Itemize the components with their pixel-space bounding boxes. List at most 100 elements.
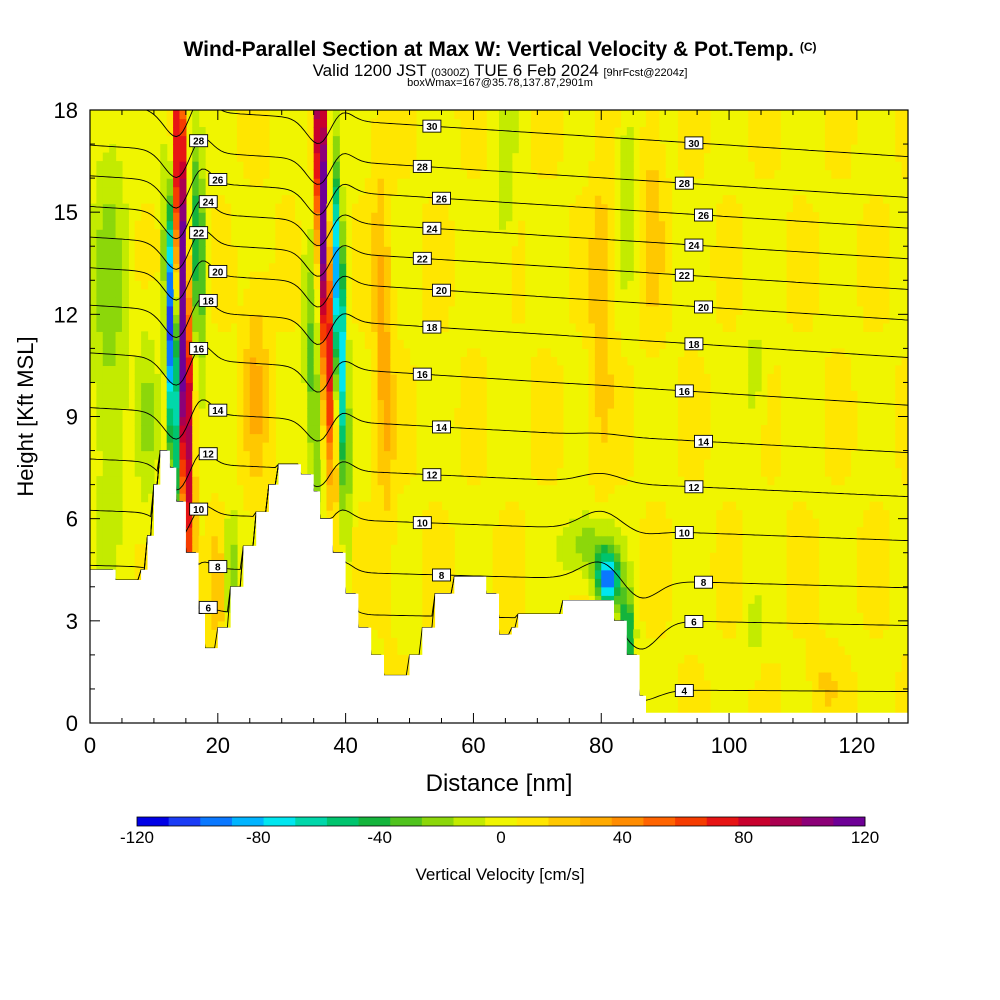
colorbar-swatch — [738, 817, 771, 826]
colorbar-swatch — [358, 817, 391, 826]
isentrope-label-bg — [422, 320, 442, 334]
colorbar-swatch — [833, 817, 866, 826]
y-tick-label: 6 — [66, 507, 78, 532]
colorbar-frame — [136, 816, 866, 827]
x-tick-label: 20 — [206, 733, 230, 758]
isentrope-label-bg — [208, 403, 228, 417]
colorbar-tick-label: -40 — [367, 828, 392, 847]
isentrope-label-bg — [198, 600, 218, 614]
isentrope-label: 22 — [679, 271, 691, 282]
isentrope-label: 26 — [698, 211, 710, 222]
isentrope-label: 24 — [426, 224, 438, 235]
colorbar-swatch — [580, 817, 613, 826]
isentrope-label: 12 — [203, 450, 215, 461]
colorbar-swatch — [263, 817, 296, 826]
colorbar-swatch — [168, 817, 201, 826]
isentrope-label: 12 — [688, 483, 700, 494]
colorbar-swatch — [675, 817, 708, 826]
isentrope-label: 22 — [193, 229, 205, 240]
isentrope-label: 20 — [212, 267, 224, 278]
isentrope-label: 18 — [426, 323, 438, 334]
isentrope-28 — [90, 137, 908, 198]
tick-labels: 0 20 40 60 80 100 120 0 3 6 9 12 15 18 — [54, 98, 876, 758]
isentrope-label: 16 — [193, 344, 205, 355]
isentrope-label: 30 — [426, 122, 438, 133]
isentrope-10 — [90, 450, 908, 542]
isentrope-label-bg — [208, 264, 228, 278]
isentrope-label: 28 — [417, 162, 429, 173]
colorbar-swatch — [485, 817, 518, 826]
isentrope-label-bg — [684, 480, 704, 494]
isentrope-label-bg — [684, 238, 704, 252]
isentrope-label-bg — [674, 526, 694, 539]
x-tick-label: 100 — [711, 733, 748, 758]
isentrope-label-bg — [189, 342, 209, 355]
isentrope-label-bg — [189, 502, 209, 516]
x-tick-label: 60 — [461, 733, 485, 758]
isentrope-label: 22 — [417, 254, 429, 265]
colorbar-tick-label: 80 — [734, 828, 753, 847]
x-tick-label: 80 — [589, 733, 613, 758]
isentrope-24 — [90, 199, 908, 260]
isentrope-label-bg — [422, 119, 442, 133]
isentrope-label-bg — [674, 384, 694, 398]
isentrope-label-bg — [432, 420, 451, 434]
colorbar-swatch — [611, 817, 644, 826]
chart-subtitle: Valid 1200 JST (0300Z) TUE 6 Feb 2024 [9… — [312, 61, 688, 80]
isentrope-label: 18 — [203, 296, 215, 307]
isentrope-label-bg — [198, 195, 218, 209]
plot-area: 4 6 6 8 8 8 10 10 10 12 12 12 14 14 14 16 16 16 18 18 18 20 20… — [90, 110, 908, 723]
isentrope-label-bg — [694, 575, 713, 589]
x-axis-title: Distance [nm] — [426, 770, 573, 797]
isentrope-label: 16 — [417, 370, 429, 381]
isentrope-label: 28 — [193, 137, 205, 148]
isentrope-12 — [90, 450, 908, 498]
colorbar-swatch — [200, 817, 233, 826]
isentrope-label-bg — [674, 176, 694, 190]
isentrope-label-bg — [432, 568, 451, 582]
colorbar-tick-label: 40 — [613, 828, 632, 847]
isentrope-label: 30 — [688, 139, 700, 150]
colorbar-swatch — [231, 817, 265, 826]
x-tick-label: 120 — [839, 733, 876, 758]
chart-subtitle-box: boxWmax=167@35.78,137.87,2901m — [407, 77, 593, 89]
isentrope-label: 18 — [688, 340, 700, 351]
isentrope-label: 26 — [436, 194, 448, 205]
y-tick-label: 12 — [54, 302, 78, 327]
isentrope-label-bg — [694, 434, 713, 448]
colorbar-swatch — [548, 817, 581, 826]
isentrope-label: 20 — [436, 286, 448, 297]
isentrope-label: 14 — [436, 423, 448, 434]
isentrope-label-bg — [198, 293, 218, 307]
isentrope-30 — [145, 110, 908, 158]
isentrope-label: 20 — [698, 303, 710, 314]
chart-title: Wind-Parallel Section at Max W: Vertical… — [183, 38, 817, 61]
isentrope-label: 12 — [426, 471, 438, 482]
x-tick-label: 40 — [333, 733, 357, 758]
colorbar-swatch — [137, 817, 170, 826]
isentrope-label-bg — [412, 516, 432, 530]
y-axis-title: Height [Kft MSL] — [13, 336, 38, 496]
colorbar-swatch — [326, 817, 359, 826]
colorbar-tick-label: -120 — [120, 828, 154, 847]
isentrope-label-bg — [432, 191, 451, 205]
colorbar: -120 -80 -40 0 40 80 120 Vertical Velocity [cm/… — [120, 816, 879, 884]
colorbar-swatch — [295, 817, 328, 826]
isentrope-label-bg — [674, 684, 694, 698]
y-tick-label: 18 — [54, 98, 78, 123]
colorbar-label: Vertical Velocity [cm/s] — [415, 865, 584, 884]
colorbar-swatch — [390, 817, 423, 826]
isentrope-22 — [90, 229, 908, 290]
isentrope-label-bg — [422, 221, 442, 235]
isentrope-label-bg — [412, 159, 432, 173]
isentrope-label: 24 — [688, 241, 700, 252]
isentrope-label: 26 — [212, 175, 224, 186]
isentrope-label-bg — [432, 283, 451, 297]
isentrope-label-bg — [684, 136, 704, 150]
terrain — [90, 450, 908, 723]
colorbar-tick-label: -80 — [246, 828, 271, 847]
isentrope-label: 10 — [679, 529, 691, 540]
isentrope-label-bg — [422, 468, 442, 482]
